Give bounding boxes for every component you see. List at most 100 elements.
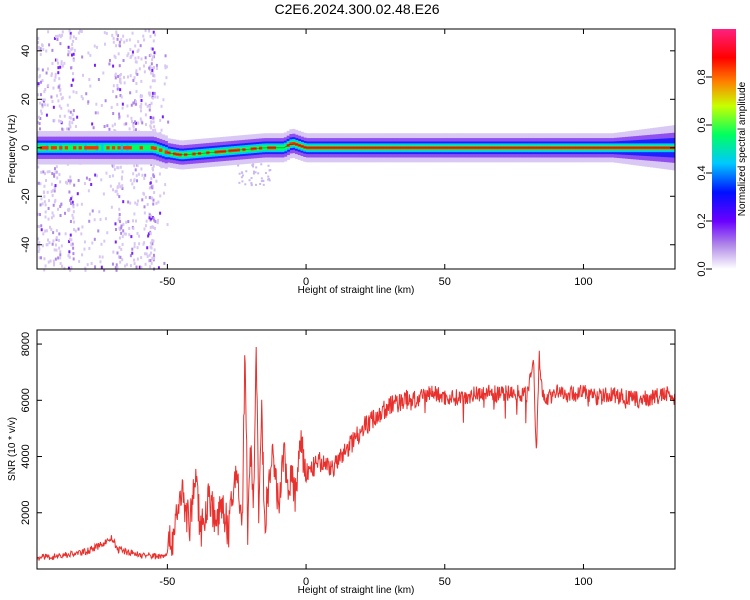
- heatmap-noise-cell: [110, 105, 113, 109]
- heatmap-band-cell: [150, 146, 155, 150]
- heatmap-noise-cell: [126, 104, 129, 108]
- snr-x-ticks: -50 0 50 100: [159, 330, 593, 588]
- heatmap-noise-cell: [39, 127, 42, 131]
- heatmap-noise-cell: [38, 241, 41, 245]
- heatmap-band-cell: [159, 148, 163, 152]
- heatmap-noise-cell: [57, 99, 60, 103]
- heatmap-noise-cell: [43, 268, 46, 272]
- heatmap-noise-cell: [238, 172, 241, 175]
- colorbar-ticks: 0.0 0.2 0.4 0.6 0.8: [696, 69, 712, 277]
- heatmap-noise-cell: [240, 176, 243, 179]
- heatmap-noise-cell: [142, 242, 145, 246]
- heatmap-noise-cell: [40, 112, 43, 116]
- heatmap-band-cell: [78, 146, 82, 150]
- heatmap-noise-cell: [89, 84, 92, 88]
- heatmap-noise-cell: [45, 49, 48, 53]
- heatmap-noise-cell: [55, 229, 58, 233]
- heatmap-noise-cell: [54, 243, 57, 247]
- heatmap-noise-cell: [128, 226, 131, 230]
- heatmap-noise-cell: [116, 266, 119, 270]
- heatmap-noise-cell: [69, 198, 72, 202]
- heatmap-noise-cell: [57, 85, 60, 89]
- heatmap-noise-cell: [140, 79, 143, 83]
- heatmap-noise-cell: [126, 54, 129, 58]
- heatmap-noise-cell: [37, 115, 40, 119]
- heatmap-noise-cell: [129, 201, 132, 205]
- heatmap-noise-cell: [138, 67, 141, 71]
- heatmap-noise-cell: [39, 47, 42, 51]
- heatmap-noise-cell: [50, 182, 53, 186]
- heatmap-noise-cell: [152, 39, 155, 43]
- heatmap-noise-cell: [106, 124, 109, 128]
- heatmap-noise-cell: [144, 123, 147, 127]
- heatmap-noise-cell: [153, 191, 156, 195]
- heatmap-noise-cell: [149, 232, 152, 236]
- heatmap-noise-cell: [164, 183, 167, 187]
- heatmap-noise-cell: [53, 263, 56, 267]
- heatmap-noise-cell: [158, 172, 161, 176]
- heatmap-noise-cell: [143, 227, 146, 231]
- heatmap-noise-cell: [103, 268, 106, 272]
- heatmap-noise-cell: [73, 220, 76, 224]
- heatmap-noise-cell: [149, 181, 152, 185]
- heatmap-noise-cell: [146, 202, 149, 206]
- heatmap-noise-cell: [131, 251, 134, 255]
- heatmap-noise-cell: [153, 66, 156, 70]
- heatmap-noise-cell: [51, 242, 54, 246]
- heatmap-noise-cell: [154, 95, 157, 99]
- heatmap-noise-cell: [138, 265, 141, 269]
- heatmap-noise-cell: [152, 217, 155, 221]
- heatmap-noise-cell: [132, 121, 135, 125]
- heatmap-noise-cell: [37, 93, 40, 97]
- heatmap-noise-cell: [257, 172, 260, 175]
- heatmap-band-cell: [125, 146, 130, 150]
- heatmap-noise-cell: [136, 202, 139, 206]
- heatmap-noise-cell: [41, 202, 44, 206]
- heatmap-noise-cell: [133, 76, 136, 80]
- heatmap-noise-cell: [269, 168, 272, 171]
- heatmap-noise-cell: [149, 115, 152, 119]
- heatmap-noise-cell: [145, 252, 148, 256]
- heatmap-noise-cell: [39, 117, 42, 121]
- heatmap-noise-cell: [96, 45, 99, 49]
- heatmap-band-cell: [64, 146, 69, 150]
- heatmap-noise-cell: [43, 195, 46, 199]
- heatmap-noise-cell: [81, 253, 84, 257]
- heatmap-noise-cell: [136, 246, 139, 250]
- heatmap-noise-cell: [108, 127, 111, 131]
- heatmap-noise-cell: [52, 231, 55, 235]
- heatmap-ridge-line: [167, 143, 673, 156]
- heatmap-noise-cell: [60, 202, 63, 206]
- heatmap-noise-cell: [151, 196, 154, 200]
- heatmap-noise-cell: [125, 220, 128, 224]
- heatmap-noise-cell: [54, 72, 57, 76]
- heatmap-noise-cell: [268, 179, 271, 182]
- heatmap-noise-cell: [127, 200, 130, 204]
- heatmap-noise-cell: [67, 109, 70, 113]
- heatmap-noise-cell: [268, 177, 271, 180]
- heatmap-noise-cell: [71, 242, 74, 246]
- heatmap-noise-cell: [147, 232, 150, 236]
- heatmap-noise-cell: [119, 72, 122, 76]
- heatmap-noise-cell: [120, 177, 123, 181]
- heatmap-band-cell: [128, 146, 132, 150]
- heatmap-band-cell: [89, 146, 93, 150]
- heatmap-noise-cell: [151, 68, 154, 72]
- heatmap-noise-cell: [159, 131, 162, 135]
- heatmap-band-cell: [131, 144, 135, 151]
- heatmap-noise-cell: [144, 60, 147, 64]
- heatmap-noise-cell: [152, 256, 155, 260]
- heatmap-noise-cell: [56, 207, 59, 211]
- heatmap-band-cell: [48, 144, 52, 151]
- heatmap-noise-cell: [133, 212, 136, 216]
- colorbar-tick-label: 0.6: [696, 117, 708, 132]
- heatmap-noise-cell: [37, 165, 40, 169]
- heatmap-noise-cell: [60, 60, 63, 64]
- heatmap-noise-cell: [130, 120, 133, 124]
- heatmap-noise-cell: [47, 206, 50, 210]
- heatmap-noise-cell: [129, 55, 132, 59]
- snr-x-tick-label: 50: [439, 576, 451, 588]
- heatmap-noise-cell: [41, 98, 44, 102]
- heatmap-noise-cell: [127, 52, 130, 56]
- heatmap-band-cell: [106, 146, 110, 150]
